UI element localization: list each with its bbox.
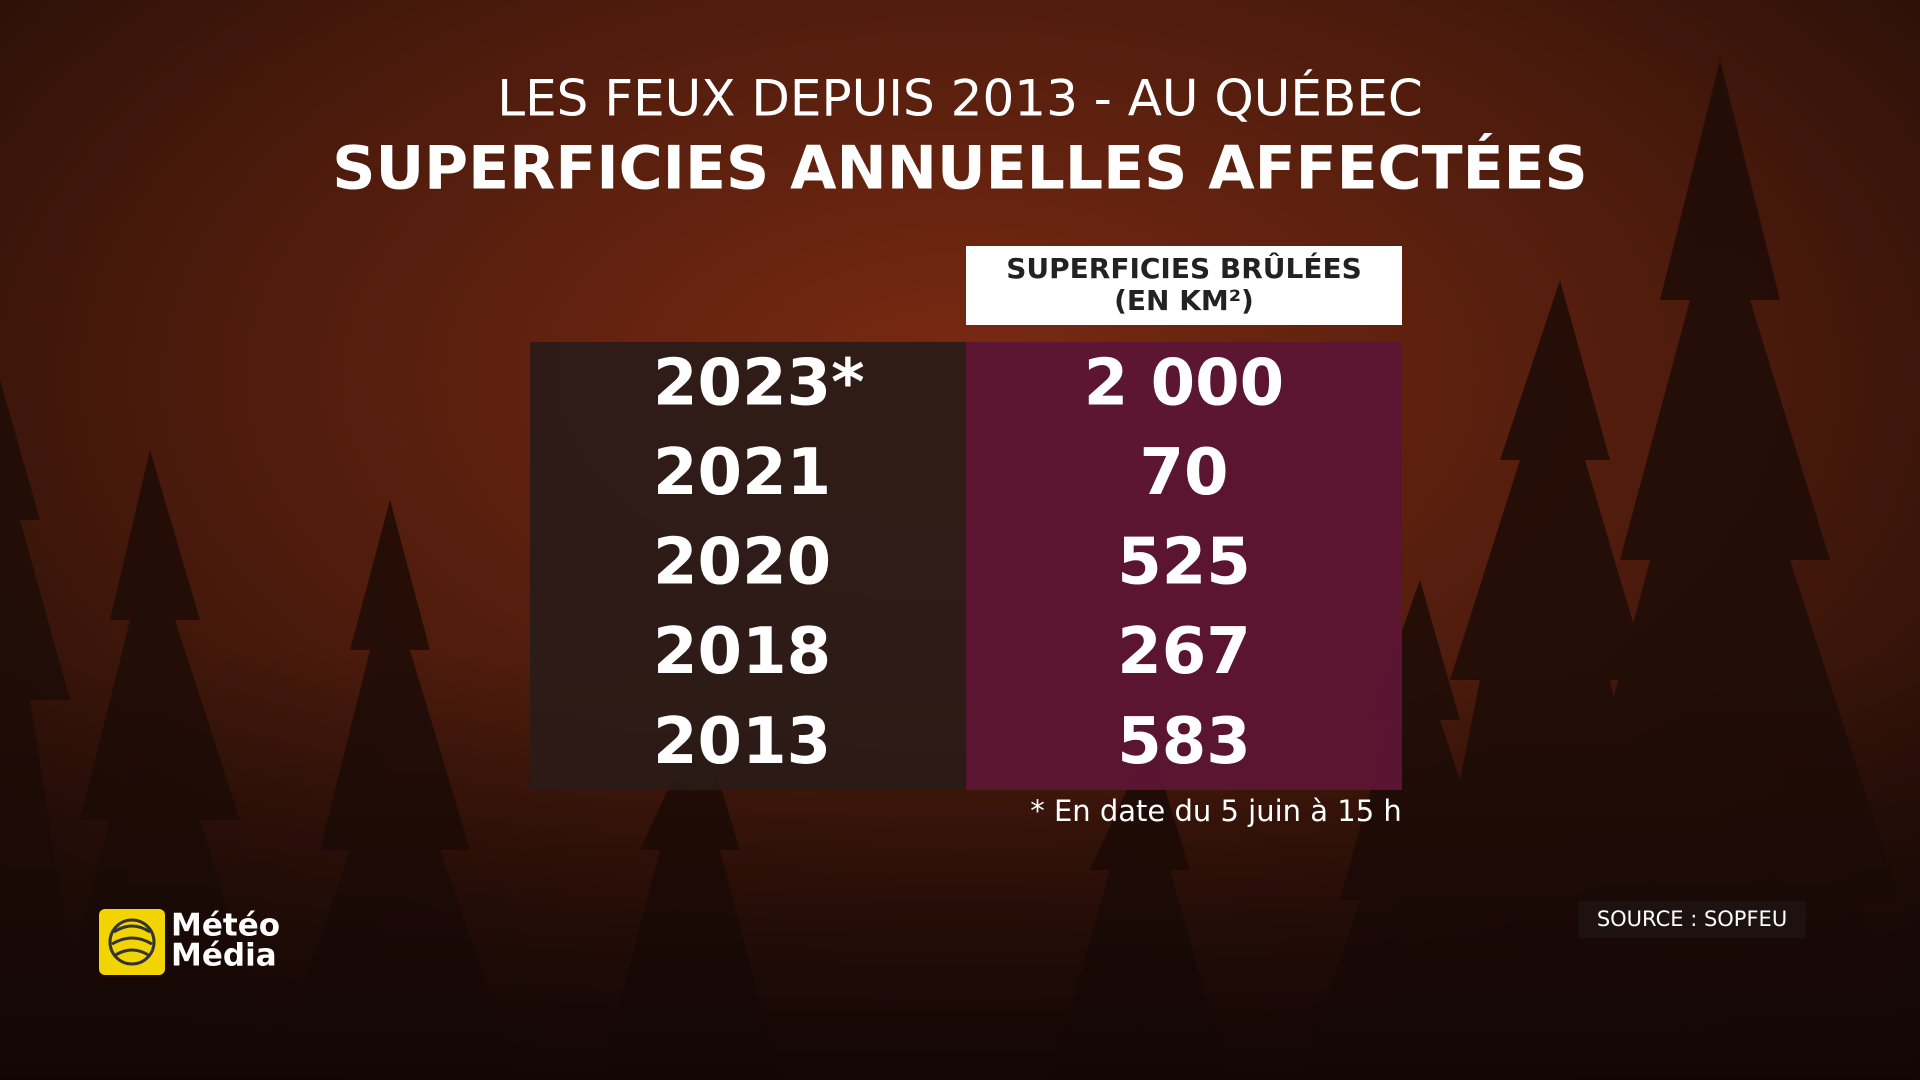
year-cell: 2013 (653, 705, 831, 779)
value-cell: 583 (1117, 705, 1251, 779)
title: LES FEUX DEPUIS 2013 - AU QUÉBEC (497, 69, 1423, 128)
year-column (530, 342, 966, 790)
logo-text: Média (171, 938, 277, 974)
value-cell: 267 (1117, 615, 1251, 689)
year-cell: 2021 (653, 436, 831, 510)
value-column (966, 342, 1402, 790)
column-header: SUPERFICIES BRÛLÉES (1006, 251, 1362, 285)
value-cell: 525 (1117, 526, 1251, 600)
source: SOURCE : SOPFEU (1597, 907, 1787, 931)
column-header-box (966, 246, 1402, 325)
value-cell: 2 000 (1084, 346, 1284, 420)
year-cell: 2020 (653, 526, 831, 600)
logo-lines (111, 924, 153, 958)
footnote: * En date du 5 juin à 15 h (1030, 794, 1402, 828)
logo: Météo Média (99, 908, 280, 975)
table-rows: 2023* 2 000 2021 70 2020 525 2018 267 2013 583 (653, 346, 1284, 778)
logo-globe (108, 918, 156, 966)
value-cell: 70 (1139, 436, 1228, 510)
logo-text: Météo (171, 908, 280, 944)
subtitle: SUPERFICIES ANNUELLES AFFECTÉES (332, 132, 1588, 204)
source-box (1578, 901, 1806, 938)
year-cell: 2018 (653, 615, 831, 689)
column-header: (EN KM²) (1114, 284, 1254, 317)
year-cell: 2023* (653, 346, 865, 420)
